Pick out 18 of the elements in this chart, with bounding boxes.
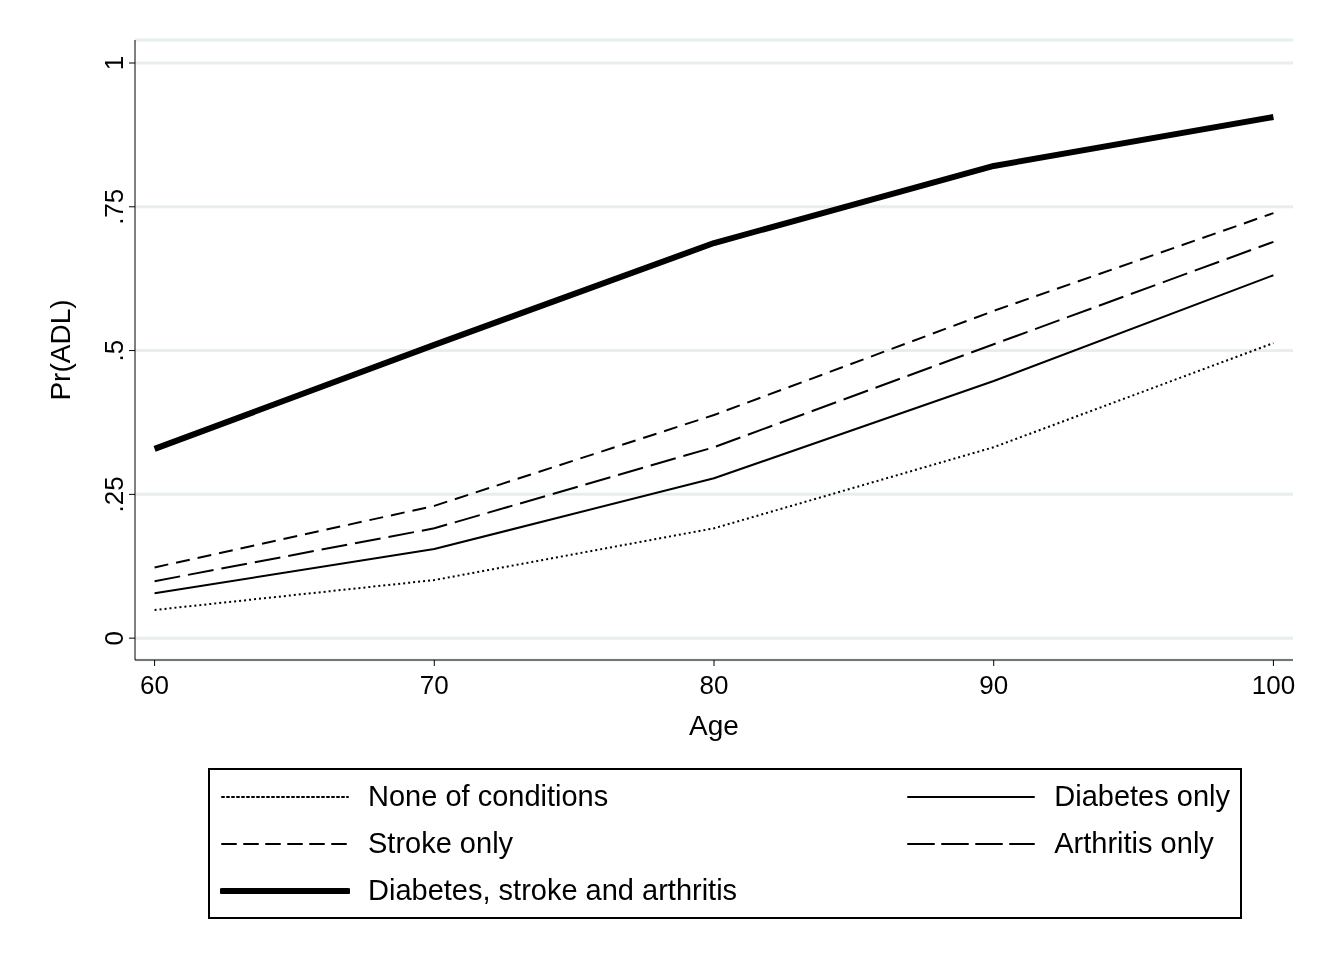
legend-label: Stroke only (368, 827, 514, 860)
y-tick-label: .75 (99, 188, 129, 225)
legend-label: None of conditions (368, 780, 609, 813)
x-tick-label: 80 (699, 670, 729, 700)
legend-label: Diabetes only (1054, 780, 1230, 813)
y-tick-label: .25 (99, 476, 129, 513)
y-tick-label: .5 (99, 339, 129, 362)
x-tick-label: 70 (419, 670, 449, 700)
y-axis-title: Pr(ADL) (44, 299, 76, 401)
x-tick-label: 60 (140, 670, 170, 700)
line-series (153, 342, 1275, 611)
x-tick-label: 100 (1251, 670, 1296, 700)
x-axis-title: Age (689, 709, 739, 741)
legend-label: Diabetes, stroke and arthritis (368, 874, 738, 907)
legend-label: Arthritis only (1054, 827, 1214, 860)
y-tick-label: 0 (99, 630, 129, 646)
x-tick-label: 90 (979, 670, 1009, 700)
y-tick-label: 1 (99, 55, 129, 71)
